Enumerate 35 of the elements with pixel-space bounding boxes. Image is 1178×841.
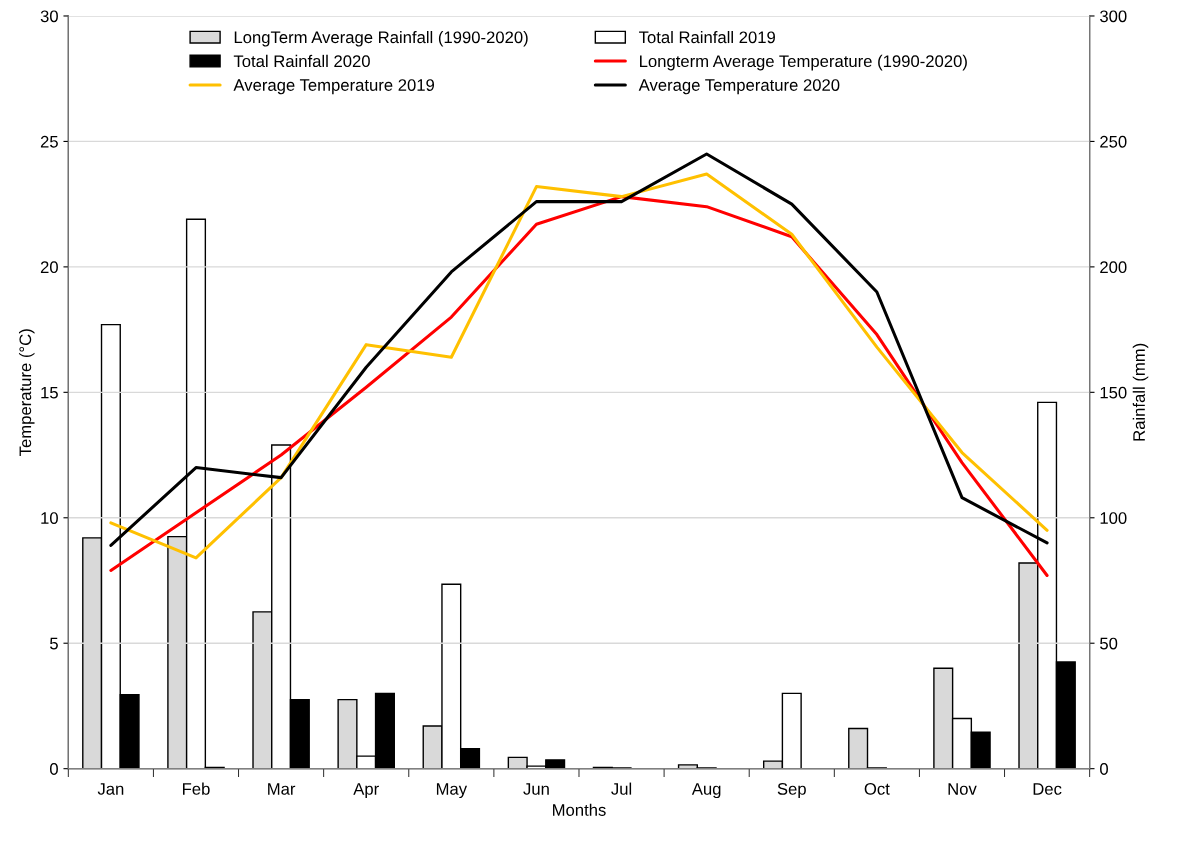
legend-label: Average Temperature 2019 [233, 79, 435, 95]
y-tick-label: 20 [40, 261, 58, 274]
y-tick-label: 25 [40, 135, 58, 148]
y-tick-label: 15 [41, 386, 58, 399]
y2-tick-label: 0 [1100, 763, 1108, 775]
y2-tick-label: 150 [1100, 386, 1127, 399]
y-tick-label: 5 [50, 637, 58, 650]
x-tick-label: Apr [353, 783, 379, 799]
y-tick-label: 30 [40, 10, 58, 23]
y2-axis-title: Rainfall (mm) [1132, 343, 1149, 441]
y-tick-label: 10 [41, 512, 58, 524]
legend-label: Total Rainfall 2019 [639, 30, 775, 44]
x-tick-label: May [436, 783, 468, 799]
legend-label: Average Temperature 2020 [638, 79, 840, 95]
y2-tick-label: 200 [1100, 261, 1127, 274]
legend-label: LongTerm Average Rainfall (1990-2020) [234, 30, 528, 47]
x-tick-label: Sep [777, 783, 806, 799]
y2-tick-label: 300 [1100, 10, 1127, 23]
x-tick-label: Jan [97, 783, 124, 795]
y-tick-label: 0 [49, 763, 58, 775]
x-axis-title: Months [553, 803, 606, 816]
legend-label: Total Rainfall 2020 [233, 54, 370, 68]
x-tick-label: Oct [864, 783, 890, 795]
legend-label: Longterm Average Temperature (1990-2020) [640, 54, 967, 71]
x-tick-label: Nov [948, 783, 977, 795]
x-tick-label: Feb [183, 782, 210, 795]
x-tick-label: Jun [523, 783, 549, 795]
y2-tick-label: 50 [1100, 637, 1118, 650]
x-tick-label: Dec [1033, 783, 1062, 795]
x-tick-label: Jul [611, 782, 632, 795]
y-axis-title: Temperature (°C) [18, 329, 35, 456]
y2-tick-label: 250 [1100, 135, 1127, 148]
x-tick-label: Aug [691, 783, 721, 799]
x-tick-label: Mar [268, 783, 296, 795]
y2-tick-label: 100 [1100, 512, 1127, 524]
